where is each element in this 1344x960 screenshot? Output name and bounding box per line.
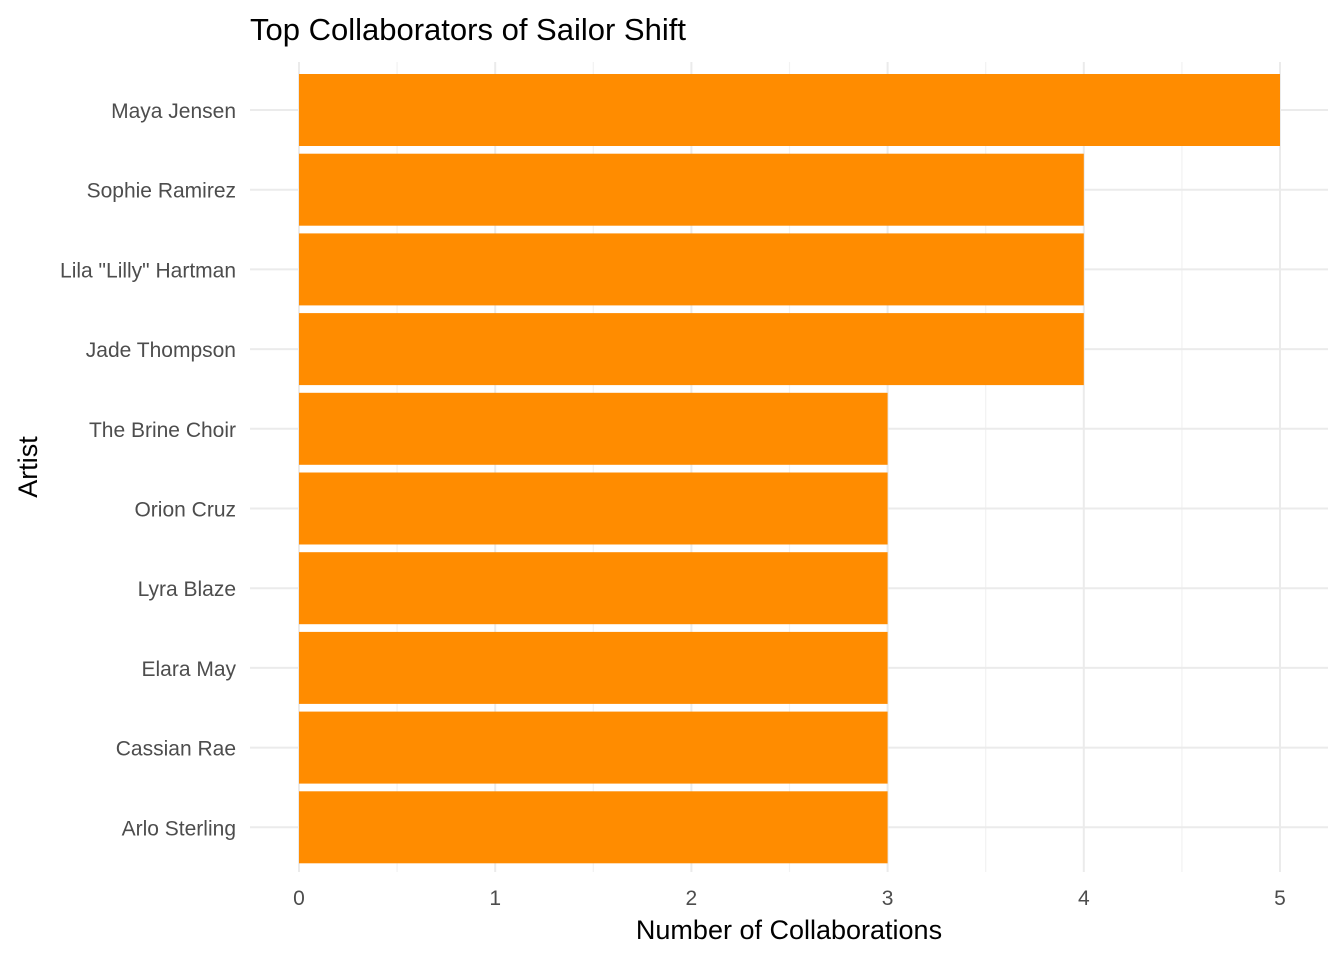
x-tick-labels: 0 1 2 3 4 5 [293,887,1286,910]
y-axis-title: Artist [13,436,43,498]
x-axis-title: Number of Collaborations [636,915,942,945]
bar [299,392,888,465]
bar [299,74,1280,146]
x-tick-label: 1 [489,887,501,910]
x-tick-label: 0 [293,887,305,910]
y-tick-label: Lyra Blaze [138,578,236,601]
x-tick-label: 2 [686,887,698,910]
y-tick-label: The Brine Choir [89,419,236,442]
bar [299,153,1084,226]
chart-title: Top Collaborators of Sailor Shift [250,12,686,47]
y-tick-label: Orion Cruz [134,499,236,522]
bar [299,472,888,545]
bar [299,552,888,625]
bar [299,711,888,784]
bar [299,791,888,864]
x-tick-label: 4 [1078,887,1090,910]
x-tick-label: 5 [1274,887,1286,910]
y-tick-label: Jade Thompson [86,339,236,362]
y-tick-label: Arlo Sterling [122,817,236,840]
y-tick-label: Lila "Lilly" Hartman [60,259,236,282]
y-tick-label: Sophie Ramirez [87,180,236,203]
bar [299,631,888,704]
y-tick-label: Maya Jensen [111,100,236,123]
y-tick-label: Cassian Rae [116,738,236,761]
bars [299,74,1280,864]
x-tick-label: 3 [882,887,894,910]
bar [299,313,1084,386]
y-tick-labels: Maya Jensen Sophie Ramirez Lila "Lilly" Ha… [60,100,236,840]
bar [299,233,1084,306]
y-tick-label: Elara May [141,658,236,681]
